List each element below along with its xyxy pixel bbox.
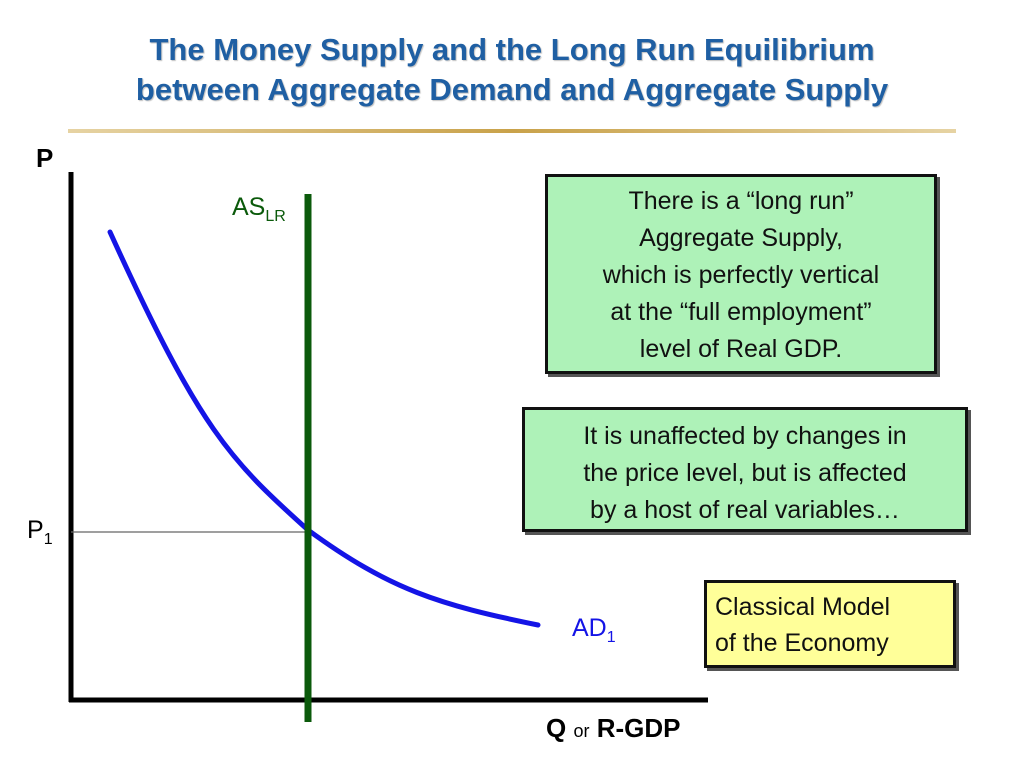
aslr-label: ASLR — [232, 193, 286, 226]
x-axis-label: Q or R-GDP — [546, 713, 681, 744]
y-axis-label: P — [36, 143, 54, 173]
callout1-line: Aggregate Supply, — [639, 224, 843, 252]
p1-label-sub: 1 — [43, 531, 53, 548]
callout2-line: the price level, but is affected — [583, 459, 907, 487]
x-label-or: or — [573, 721, 590, 741]
slide-title: The Money Supply and the Long Run Equili… — [0, 30, 1024, 110]
callout2-line: It is unaffected by changes in — [583, 422, 907, 450]
callout1-line: There is a “long run” — [628, 187, 854, 215]
ad1-label: AD1 — [572, 614, 616, 647]
x-label-q: Q — [546, 713, 567, 743]
title-line-2: between Aggregate Demand and Aggregate S… — [135, 72, 889, 107]
ad1-label-main: AD — [572, 614, 607, 642]
ad1-label-sub: 1 — [606, 629, 616, 646]
title-divider — [68, 129, 956, 133]
unaffected-callout: It is unaffected by changes in the price… — [522, 407, 968, 532]
classical-model-callout: Classical Model of the Economy — [704, 580, 956, 668]
ad1-curve — [107, 229, 541, 628]
x-label-rgdp: R-GDP — [596, 713, 681, 743]
callout3-line: of the Economy — [715, 629, 889, 657]
callout1-line: level of Real GDP. — [639, 335, 843, 363]
callout1-line: at the “full employment” — [610, 298, 872, 326]
long-run-as-callout: There is a “long run” Aggregate Supply, … — [545, 174, 937, 374]
callout3-line: Classical Model — [715, 593, 891, 621]
aslr-label-main: AS — [232, 193, 266, 221]
callout1-line: which is perfectly vertical — [602, 261, 880, 289]
aslr-label-sub: LR — [265, 208, 286, 225]
p1-label-main: P — [27, 516, 44, 544]
callout2-line: by a host of real variables… — [590, 496, 900, 524]
p1-label: P1 — [27, 516, 53, 549]
title-line-1: The Money Supply and the Long Run Equili… — [149, 32, 875, 67]
